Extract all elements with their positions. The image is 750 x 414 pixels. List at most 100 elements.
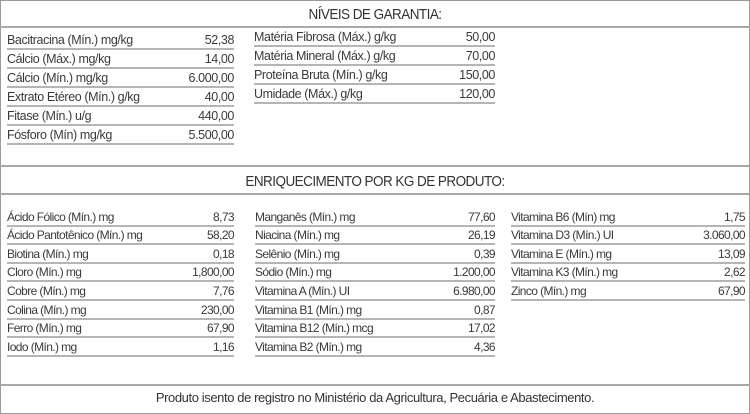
nutrient-label: Vitamina A (Mín.) UI — [255, 283, 350, 298]
footer-note: Produto isento de registro no Ministério… — [155, 390, 595, 405]
nutrient-label: Bacitracina (Mín.) mg/kg — [7, 33, 133, 47]
nutrient-label: Iodo (Mín.) mg — [7, 339, 77, 354]
nutrient-row: Bacitracina (Mín.) mg/kg 52,38 — [7, 31, 234, 50]
divider — [0, 165, 750, 167]
nutrient-value: 1,75 — [724, 209, 746, 224]
nutrient-value: 14,00 — [204, 52, 235, 66]
nutrient-row: Cálcio (Máx.) mg/kg 14,00 — [7, 50, 234, 69]
nutrient-label: Selênio (Mín.) mg — [255, 246, 340, 261]
nutrient-value: 6.980,00 — [453, 283, 496, 298]
nutrient-row: Manganês (Mín.) mg 77,60 — [255, 208, 496, 227]
nutrient-row: Umidade (Máx.) g/kg 120,00 — [254, 85, 495, 104]
nutrient-value: 150,00 — [459, 68, 495, 82]
nutrient-label: Vitamina B6 (Mín) mg — [511, 209, 615, 224]
nutrient-value: 1.200,00 — [453, 265, 496, 280]
nutrient-value: 40,00 — [204, 90, 235, 104]
nutrient-value: 6.000,00 — [188, 71, 235, 85]
enriquecimento-column-2: Manganês (Mín.) mg 77,60 Niacina (Mín.) mg… — [255, 208, 496, 357]
nutrient-value: 13,09 — [717, 246, 746, 261]
nutrient-label: Matéria Mineral (Máx.) g/kg — [254, 49, 396, 63]
nutrient-value: 67,90 — [206, 321, 235, 336]
nutrient-row: Vitamina B12 (Mín.) mcg 17,02 — [255, 320, 496, 339]
section-title-garantia: NÍVEIS DE GARANTIA: — [308, 6, 442, 23]
nutrient-label: Matéria Fibrosa (Máx.) g/kg — [254, 30, 397, 44]
nutrient-label: Cálcio (Máx.) mg/kg — [7, 52, 111, 66]
nutrient-value: 26,19 — [467, 228, 496, 243]
nutrient-label: Biotina (Mín.) mg — [7, 246, 89, 261]
nutrient-value: 70,00 — [465, 49, 496, 63]
garantia-column-2: Matéria Fibrosa (Máx.) g/kg 50,00 Matéria … — [254, 28, 495, 104]
nutrient-label: Vitamina E (Mín.) mg — [511, 246, 612, 261]
nutrient-row: Vitamina D3 (Mín.) UI 3.060,00 — [511, 227, 746, 246]
nutrient-label: Manganês (Mín.) mg — [255, 209, 356, 224]
nutrient-row: Iodo (Mín.) mg 1,16 — [7, 338, 235, 357]
nutrient-row: Colina (Mín.) mg 230,00 — [7, 301, 235, 320]
nutrient-label: Proteína Bruta (Mín.) g/kg — [254, 68, 388, 82]
nutrient-label: Vitamina B1 (Mín.) mg — [255, 302, 362, 317]
nutrient-label: Fósforo (Mín) mg/kg — [7, 128, 112, 142]
nutrient-value: 0,87 — [474, 302, 496, 317]
nutrient-value: 4,36 — [474, 339, 496, 354]
nutrient-row: Fitase (Mín.) u/g 440,00 — [7, 107, 234, 126]
nutrient-row: Cloro (Mín.) mg 1,800,00 — [7, 264, 235, 283]
nutrient-value: 230,00 — [200, 302, 235, 317]
nutrient-row: Sódio (Mín.) mg 1.200,00 — [255, 264, 496, 283]
nutrient-value: 0,18 — [213, 246, 235, 261]
nutrient-label: Niacina (Mín.) mg — [255, 228, 340, 243]
nutrient-label: Cálcio (Mín.) mg/kg — [7, 71, 108, 85]
nutrient-row: Selênio (Mín.) mg 0,39 — [255, 245, 496, 264]
nutrient-label: Vitamina K3 (Mín.) mg — [511, 265, 618, 280]
nutrient-value: 67,90 — [717, 283, 746, 298]
nutrient-value: 8,73 — [213, 209, 235, 224]
nutrient-label: Umidade (Máx.) g/kg — [254, 87, 363, 101]
nutrient-value: 1,800,00 — [192, 265, 235, 280]
nutrient-label: Vitamina D3 (Mín.) UI — [511, 228, 614, 243]
nutrient-label: Sódio (Mín.) mg — [255, 265, 332, 280]
nutrient-row: Ácido Fólico (Mín.) mg 8,73 — [7, 208, 235, 227]
nutrient-label: Extrato Etéreo (Mín.) g/kg — [7, 90, 140, 104]
nutrient-value: 2,62 — [724, 265, 746, 280]
nutrient-row: Ferro (Mín.) mg 67,90 — [7, 320, 235, 339]
nutrient-label: Ferro (Mín.) mg — [7, 321, 82, 336]
nutrient-row: Matéria Fibrosa (Máx.) g/kg 50,00 — [254, 28, 495, 47]
nutrient-value: 3.060,00 — [703, 228, 746, 243]
nutrient-row: Biotina (Mín.) mg 0,18 — [7, 245, 235, 264]
nutrient-row: Cálcio (Mín.) mg/kg 6.000,00 — [7, 69, 234, 88]
nutrient-label: Cloro (Mín.) mg — [7, 265, 82, 280]
nutrient-label: Ácido Pantotênico (Mín.) mg — [7, 228, 143, 243]
nutrient-label: Cobre (Mín.) mg — [7, 283, 86, 298]
nutrient-value: 50,00 — [465, 30, 496, 44]
divider — [0, 26, 750, 28]
nutrient-row: Ácido Pantotênico (Mín.) mg 58,20 — [7, 227, 235, 246]
nutrient-label: Fitase (Mín.) u/g — [7, 109, 92, 123]
nutrient-row: Vitamina B1 (Mín.) mg 0,87 — [255, 301, 496, 320]
nutrient-value: 120,00 — [459, 87, 495, 101]
nutrient-row: Vitamina B2 (Mín.) mg 4,36 — [255, 338, 496, 357]
nutrient-row: Vitamina K3 (Mín.) mg 2,62 — [511, 264, 746, 283]
nutrient-label: Colina (Mín.) mg — [7, 302, 87, 317]
nutrient-label: Vitamina B12 (Mín.) mcg — [255, 321, 374, 336]
nutrient-value: 52,38 — [204, 33, 235, 47]
nutrient-row: Cobre (Mín.) mg 7,76 — [7, 282, 235, 301]
divider — [0, 193, 750, 195]
enriquecimento-column-3: Vitamina B6 (Mín) mg 1,75 Vitamina D3 (Mín… — [511, 208, 746, 301]
nutrient-value: 77,60 — [467, 209, 496, 224]
divider — [0, 384, 750, 386]
nutrient-label: Zinco (Mín.) mg — [511, 283, 587, 298]
nutrient-row: Vitamina E (Mín.) mg 13,09 — [511, 245, 746, 264]
nutrient-row: Extrato Etéreo (Mín.) g/kg 40,00 — [7, 88, 234, 107]
nutrient-value: 1,16 — [213, 339, 235, 354]
section-title-enriquecimento: ENRIQUECIMENTO POR KG DE PRODUTO: — [245, 173, 505, 190]
nutrient-value: 7,76 — [213, 283, 235, 298]
nutrient-value: 58,20 — [206, 228, 235, 243]
garantia-column-1: Bacitracina (Mín.) mg/kg 52,38 Cálcio (Máx… — [7, 31, 234, 145]
enriquecimento-column-1: Ácido Fólico (Mín.) mg 8,73 Ácido Pantotên… — [7, 208, 235, 357]
nutrient-row: Vitamina A (Mín.) UI 6.980,00 — [255, 282, 496, 301]
nutrient-row: Zinco (Mín.) mg 67,90 — [511, 282, 746, 301]
nutrient-value: 440,00 — [198, 109, 234, 123]
nutrient-value: 17,02 — [467, 321, 496, 336]
nutrient-label: Ácido Fólico (Mín.) mg — [7, 209, 114, 224]
nutrient-value: 5.500,00 — [188, 128, 235, 142]
nutrient-row: Fósforo (Mín) mg/kg 5.500,00 — [7, 126, 234, 145]
nutrient-row: Vitamina B6 (Mín) mg 1,75 — [511, 208, 746, 227]
